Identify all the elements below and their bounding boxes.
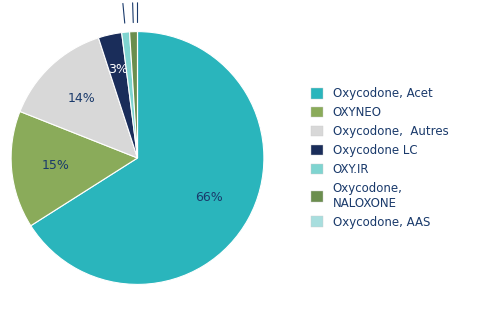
Wedge shape (20, 38, 138, 158)
Wedge shape (122, 32, 138, 158)
Wedge shape (98, 33, 138, 158)
Wedge shape (130, 32, 138, 158)
Text: 3%: 3% (108, 63, 128, 76)
Text: 14%: 14% (68, 92, 95, 105)
Wedge shape (11, 112, 138, 226)
Legend: Oxycodone, Acet, OXYNEO, Oxycodone,  Autres, Oxycodone LC, OXY.IR, Oxycodone,
NA: Oxycodone, Acet, OXYNEO, Oxycodone, Autr… (308, 84, 452, 232)
Text: 15%: 15% (42, 159, 70, 172)
Wedge shape (31, 32, 264, 284)
Text: 66%: 66% (196, 191, 224, 204)
